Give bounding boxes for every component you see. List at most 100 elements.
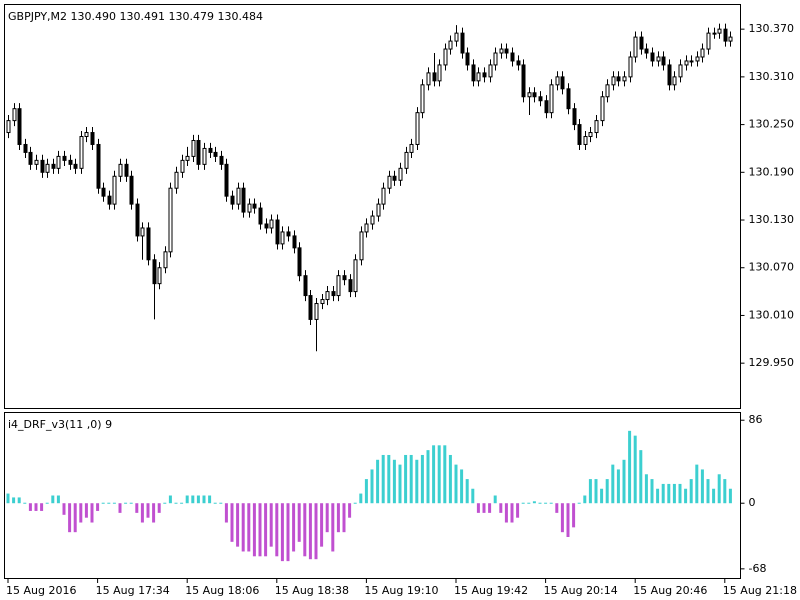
- candle-body: [700, 48, 705, 58]
- candle-body: [23, 143, 28, 153]
- candle-body: [420, 84, 425, 114]
- candle-body: [650, 52, 655, 62]
- y-tick-label: 129.950: [749, 356, 795, 369]
- candle-body: [90, 132, 95, 145]
- histogram-bar: [101, 502, 105, 504]
- histogram-bar: [611, 464, 615, 504]
- histogram-bar: [12, 497, 16, 504]
- histogram-bar: [336, 503, 340, 533]
- histogram-bar: [493, 495, 497, 504]
- candle-body: [504, 48, 509, 54]
- candle-body: [577, 124, 582, 145]
- histogram-bar: [381, 454, 385, 504]
- histogram-bar: [224, 503, 228, 523]
- candle-body: [34, 159, 39, 165]
- histogram-bar: [499, 503, 503, 513]
- y-tick-label: 130.010: [749, 308, 795, 321]
- candle-body: [202, 147, 207, 165]
- histogram-bar: [398, 464, 402, 504]
- histogram-bar: [700, 469, 704, 504]
- histogram-bar: [34, 503, 38, 511]
- price-panel: [4, 4, 741, 409]
- histogram-bar: [426, 450, 430, 504]
- candle-body: [191, 139, 196, 157]
- candle-body: [320, 299, 325, 305]
- histogram-bar: [90, 503, 94, 523]
- histogram-bar: [331, 503, 335, 552]
- histogram-bar: [633, 435, 637, 504]
- candle-body: [656, 56, 661, 62]
- candle-body: [359, 231, 364, 261]
- candle-body: [163, 251, 168, 269]
- histogram-bar: [392, 459, 396, 504]
- histogram-bar: [695, 464, 699, 504]
- histogram-bar: [236, 503, 240, 547]
- histogram-bar: [409, 454, 413, 504]
- candle-body: [12, 108, 17, 122]
- candle-body: [583, 136, 588, 145]
- candle-body: [68, 159, 73, 165]
- histogram-bar: [168, 495, 172, 504]
- candle-body: [124, 163, 129, 177]
- x-tick-label: 15 Aug 21:18: [723, 584, 797, 597]
- histogram-bar: [370, 469, 374, 504]
- candle-body: [482, 72, 487, 78]
- candle-body: [499, 48, 504, 54]
- y-tick-label: 0: [749, 496, 756, 509]
- candle-body: [180, 159, 185, 173]
- candle-body: [196, 139, 201, 165]
- histogram-bar: [538, 502, 542, 504]
- price-panel-title: GBPJPY,M2 130.490 130.491 130.479 130.48…: [8, 10, 263, 23]
- candle-body: [336, 275, 341, 297]
- histogram-bar: [84, 503, 88, 518]
- histogram-bar: [303, 503, 307, 557]
- histogram-bar: [728, 488, 732, 504]
- candle-body: [684, 60, 689, 66]
- candle-body: [443, 48, 448, 66]
- histogram-bar: [667, 483, 671, 504]
- candle-body: [269, 219, 274, 229]
- candle-body: [28, 151, 33, 165]
- histogram-bar: [482, 503, 486, 513]
- histogram-bar: [689, 479, 693, 504]
- histogram-bar: [152, 503, 156, 523]
- candle-body: [40, 159, 45, 173]
- x-tick-label: 15 Aug 19:42: [454, 584, 528, 597]
- candle-body: [616, 76, 621, 82]
- candle-body: [706, 32, 711, 50]
- histogram-bar: [230, 503, 234, 542]
- histogram-bar: [527, 502, 531, 504]
- histogram-bar: [45, 502, 49, 504]
- histogram-bar: [476, 503, 480, 513]
- histogram-bar: [213, 502, 217, 504]
- candle-body: [605, 84, 610, 98]
- x-tick-label: 15 Aug 18:06: [185, 584, 259, 597]
- candle-body: [527, 92, 532, 98]
- histogram-bar: [544, 502, 548, 504]
- histogram-bar: [656, 488, 660, 504]
- candle-body: [79, 136, 84, 169]
- x-tick-label: 15 Aug 19:10: [364, 584, 438, 597]
- x-tick-label: 15 Aug 20:14: [544, 584, 618, 597]
- histogram-bar: [269, 503, 273, 547]
- candle-body: [185, 155, 190, 161]
- histogram-bar: [364, 479, 368, 504]
- candle-body: [6, 120, 11, 134]
- candle-body: [56, 155, 61, 169]
- histogram-bar: [353, 502, 357, 504]
- candle-body: [661, 56, 666, 66]
- histogram-bar: [320, 503, 324, 547]
- candle-body: [342, 275, 347, 281]
- histogram-bar: [622, 459, 626, 504]
- histogram-bar: [510, 503, 514, 523]
- histogram-bar: [616, 469, 620, 504]
- candle-body: [168, 187, 173, 253]
- histogram-bar: [387, 454, 391, 504]
- candle-body: [292, 235, 297, 249]
- candle-body: [62, 155, 67, 161]
- histogram-bar: [572, 503, 576, 528]
- histogram-bar: [292, 503, 296, 552]
- candle-body: [600, 96, 605, 122]
- candle-body: [376, 203, 381, 217]
- histogram-bar: [6, 493, 10, 504]
